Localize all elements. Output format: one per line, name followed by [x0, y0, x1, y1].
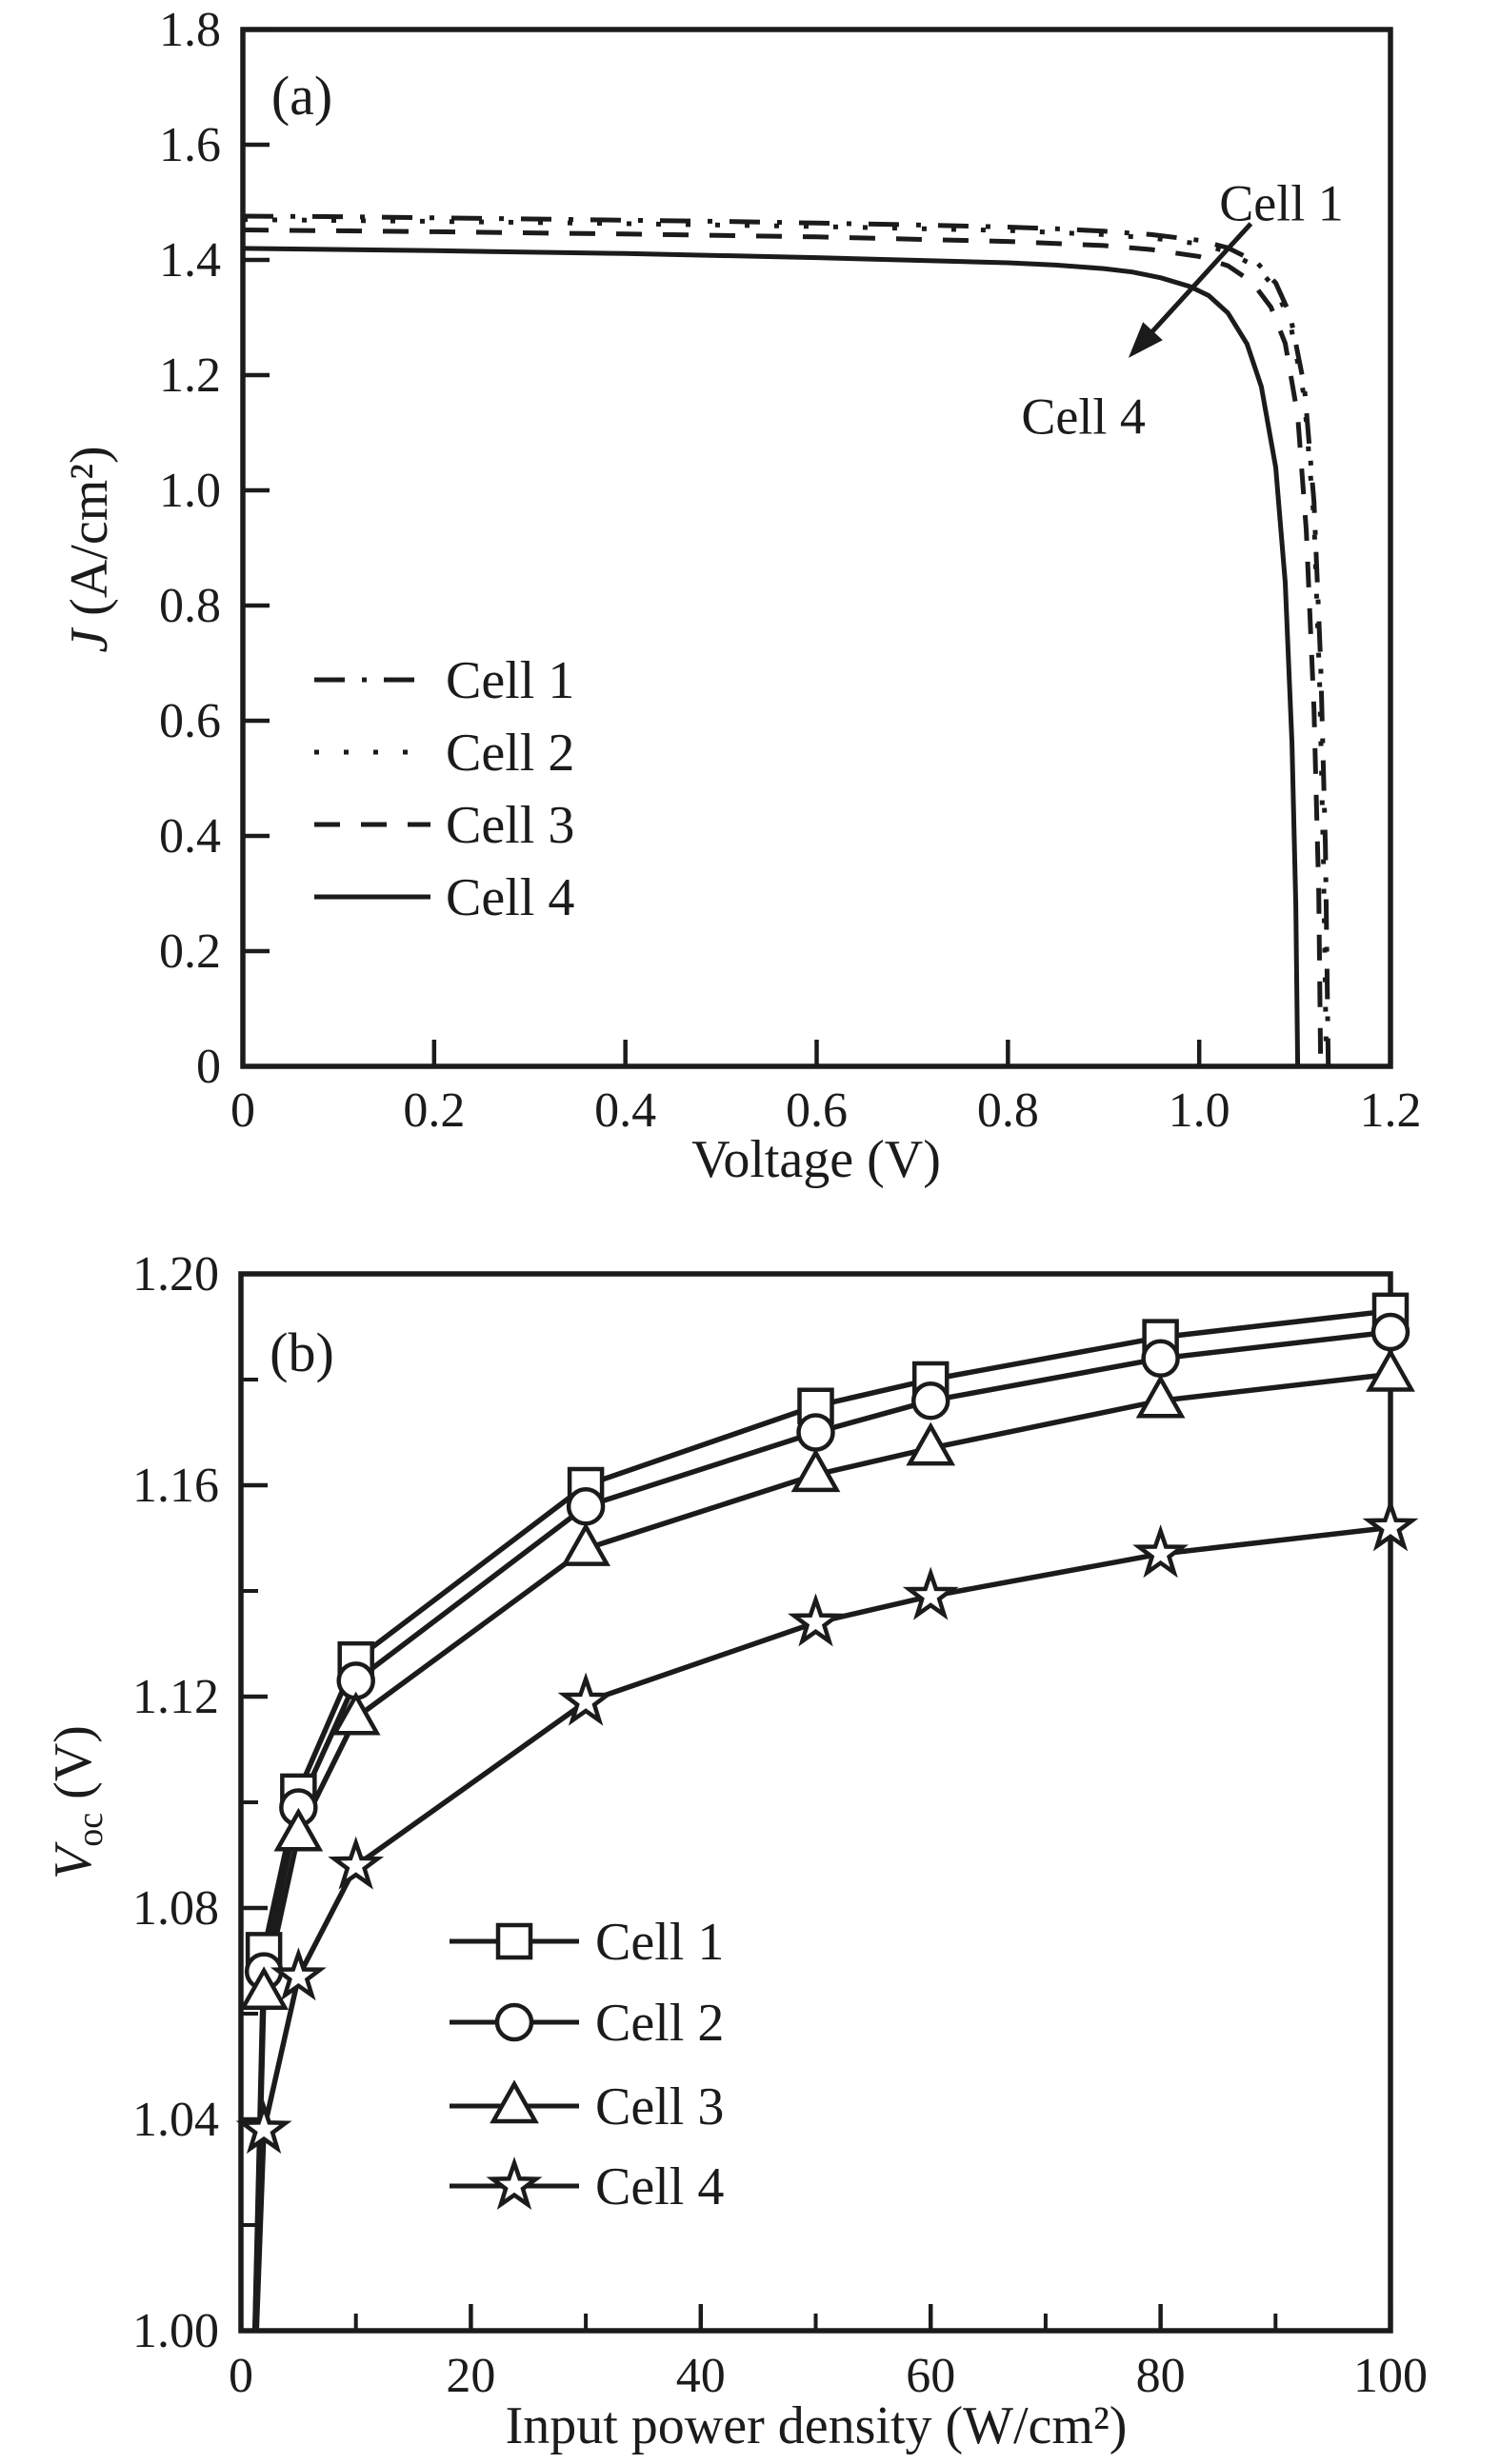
annotation-cell-1: Cell 1 — [1219, 174, 1344, 231]
a-x-tick-label: 0.2 — [403, 1083, 465, 1138]
b-marker-triangle-cell-3 — [1366, 1347, 1415, 1392]
b-marker-circle-cell-2 — [566, 1486, 606, 1526]
a-y-tick-label: 1.2 — [159, 348, 221, 403]
a-y-tick-label: 1.0 — [159, 464, 221, 518]
b-legend-marker-cell-3 — [490, 2079, 539, 2124]
a-legend-label-cell-1: Cell 1 — [446, 651, 574, 710]
b-marker-star-cell-4 — [270, 1947, 327, 2001]
b-marker-star-cell-4 — [788, 1593, 844, 1647]
b-marker-triangle-cell-3 — [790, 1448, 841, 1493]
a-y-tick-label: 1.6 — [159, 118, 221, 172]
annotation-cell-4: Cell 4 — [1021, 388, 1146, 446]
a-curve-cell-2 — [242, 217, 1330, 1067]
a-legend-label-cell-2: Cell 2 — [446, 724, 574, 783]
b-marker-triangle-cell-3 — [906, 1421, 956, 1466]
panel-a-letter: (a) — [271, 65, 332, 127]
panel-b-plot: 0 20 40 60 80 100 1.00 1.04 1.08 1.12 1.16 1.20 — [132, 1247, 1428, 2403]
b-marker-star-cell-4 — [1362, 1498, 1419, 1552]
b-marker-star-cell-4 — [235, 2100, 292, 2155]
b-marker-circle-cell-2 — [796, 1413, 835, 1452]
b-marker-star-cell-4 — [557, 1672, 614, 1726]
b-legend-marker-cell-2 — [494, 2002, 534, 2042]
b-y-tick-label: 1.12 — [132, 1670, 219, 1724]
a-x-tick-label: 0.8 — [977, 1083, 1039, 1138]
a-x-tick-label: 1.0 — [1169, 1083, 1230, 1138]
b-y-tick-label: 1.16 — [132, 1459, 219, 1513]
b-legend-marker-cell-1 — [495, 1922, 533, 1960]
b-marker-triangle-cell-3 — [1135, 1374, 1186, 1419]
b-legend-label-cell-4: Cell 4 — [595, 2157, 724, 2216]
b-y-tick-label: 1.08 — [132, 1881, 219, 1936]
b-legend-label-cell-3: Cell 3 — [595, 2077, 724, 2136]
b-x-tick-label: 20 — [446, 2349, 495, 2403]
b-legend-label-cell-2: Cell 2 — [595, 1994, 724, 2053]
a-legend-label-cell-3: Cell 3 — [446, 796, 574, 855]
a-x-tick-label: 0 — [230, 1083, 255, 1138]
b-marker-circle-cell-2 — [1370, 1312, 1410, 1352]
panel-a: 0 0.2 0.4 0.6 0.8 1.0 1.2 0 0.2 0.4 0.6 0.8 1.0 1.2 1.… — [60, 3, 1422, 1189]
b-marker-triangle-cell-3 — [239, 1966, 289, 2011]
a-x-tick-label: 0.4 — [594, 1083, 656, 1138]
b-marker-star-cell-4 — [328, 1836, 385, 1890]
a-annotation-arrow-head — [1128, 322, 1163, 358]
a-y-tick-label: 0.2 — [159, 924, 221, 979]
b-marker-star-cell-4 — [902, 1566, 959, 1620]
b-marker-triangle-cell-3 — [273, 1807, 324, 1852]
b-legend-marker-cell-4 — [486, 2156, 543, 2211]
a-curve-cell-1 — [242, 213, 1331, 1067]
a-curve-cell-3 — [242, 228, 1324, 1067]
a-x-axis-label: Voltage (V) — [691, 1130, 941, 1189]
b-y-tick-label: 1.04 — [132, 2093, 219, 2147]
b-y-axis-label: Voc (V) — [44, 1725, 110, 1879]
a-y-tick-label: 0 — [196, 1040, 221, 1094]
b-x-tick-label: 80 — [1136, 2349, 1186, 2403]
a-legend-label-cell-4: Cell 4 — [446, 868, 574, 927]
panel-b: 0 20 40 60 80 100 1.00 1.04 1.08 1.12 1.16 1.20 (b)… — [44, 1247, 1428, 2455]
panel-b-letter: (b) — [270, 1321, 334, 1383]
a-y-tick-label: 0.4 — [159, 809, 221, 864]
b-x-tick-label: 100 — [1353, 2349, 1428, 2403]
b-marker-circle-cell-2 — [1141, 1339, 1180, 1379]
a-curve-cell-4 — [242, 246, 1301, 1067]
panel-a-plot: 0 0.2 0.4 0.6 0.8 1.0 1.2 0 0.2 0.4 0.6 0.8 1.0 1.2 1.… — [159, 3, 1422, 1138]
b-line-cell-2 — [252, 1329, 1391, 2331]
b-marker-triangle-cell-3 — [330, 1691, 381, 1736]
a-annotation-arrow-line — [1142, 222, 1253, 343]
a-y-tick-label: 0.6 — [159, 694, 221, 748]
b-legend-label-cell-1: Cell 1 — [595, 1913, 724, 1972]
a-plot-frame — [240, 27, 1393, 1069]
b-legend: Cell 1 Cell 2 Cell 3 Cell 4 — [595, 1913, 724, 2216]
b-x-tick-label: 60 — [906, 2349, 955, 2403]
a-y-tick-label: 0.8 — [159, 579, 221, 633]
a-x-tick-label: 0.6 — [786, 1083, 848, 1138]
b-x-tick-label: 40 — [676, 2349, 726, 2403]
b-x-tick-label: 0 — [229, 2349, 253, 2403]
b-line-cell-4 — [253, 1524, 1391, 2331]
b-marker-star-cell-4 — [1132, 1524, 1190, 1579]
b-marker-circle-cell-2 — [910, 1381, 950, 1421]
a-y-tick-label: 1.8 — [159, 3, 221, 57]
b-marker-triangle-cell-3 — [561, 1522, 610, 1566]
a-y-tick-label: 1.4 — [159, 233, 221, 288]
a-y-axis-label: J (A/cm²) — [60, 446, 119, 652]
b-line-cell-3 — [252, 1371, 1391, 2331]
b-x-axis-label: Input power density (W/cm²) — [506, 2396, 1128, 2455]
b-y-tick-label: 1.20 — [132, 1247, 219, 1302]
a-x-tick-label: 1.2 — [1360, 1083, 1422, 1138]
b-y-tick-label: 1.00 — [132, 2304, 219, 2358]
a-legend: Cell 1 Cell 2 Cell 3 Cell 4 — [446, 651, 574, 927]
